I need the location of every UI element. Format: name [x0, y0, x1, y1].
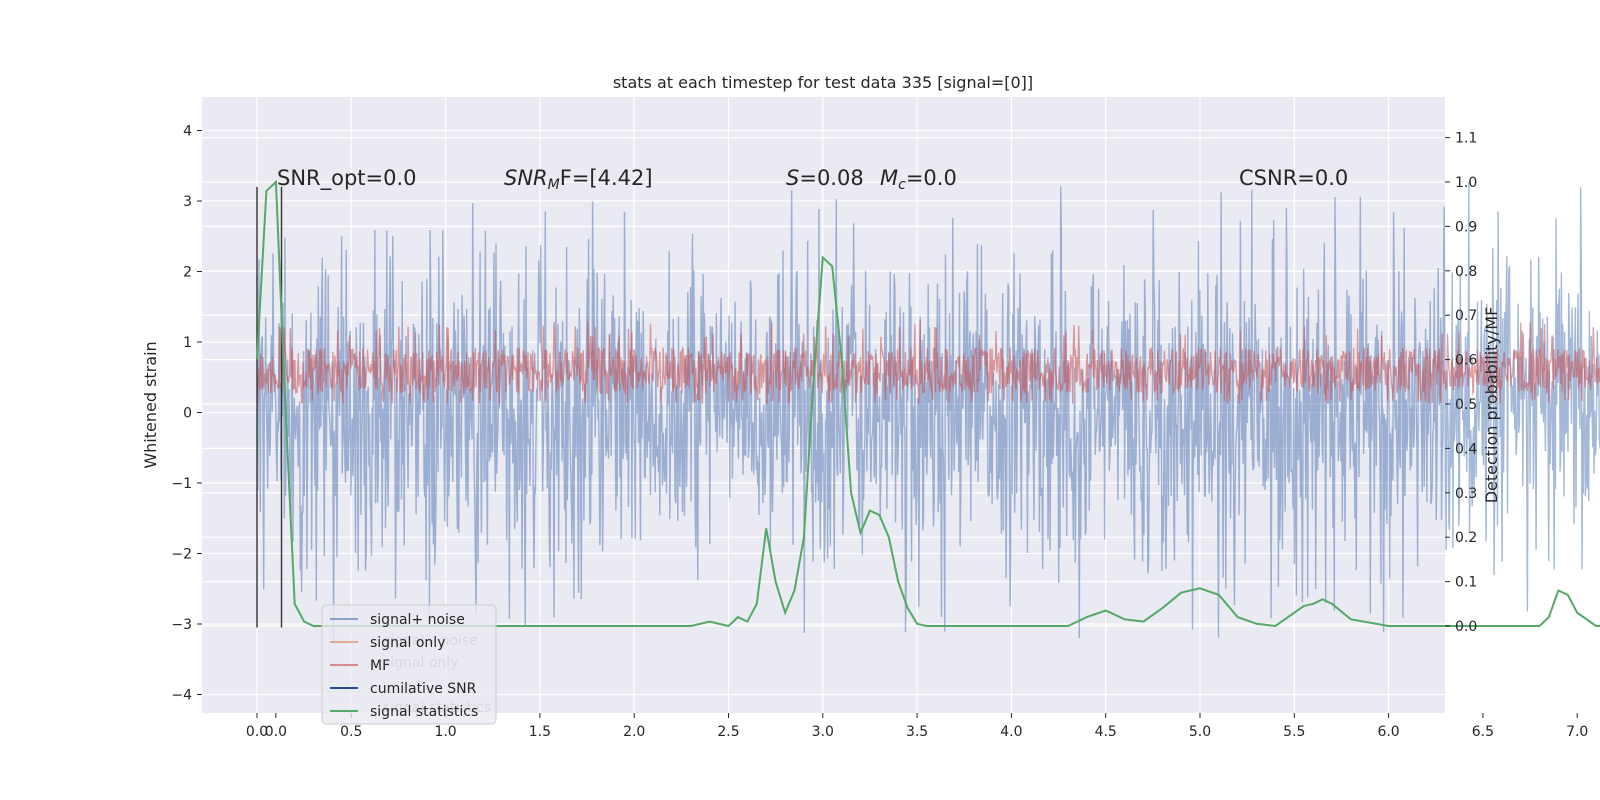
x-tick-label: 4.0	[1000, 724, 1022, 740]
annotation-snr-mf-base: SNR	[504, 166, 548, 190]
x-tick-label: 3.0	[812, 724, 834, 740]
legend-label: signal only	[370, 635, 445, 651]
x-tick-label: 3.5	[906, 724, 928, 740]
chart-title: stats at each timestep for test data 335…	[613, 73, 1033, 92]
y2-tick-label: 1.1	[1455, 131, 1477, 147]
y-tick-label: −2	[171, 547, 192, 563]
legend-box	[321, 604, 497, 725]
x-tick-label: 5.0	[1189, 724, 1211, 740]
annotations: SNR_opt=0.0 SNRMF=[4.42] S=0.08 Mc=0.0 C…	[277, 166, 1348, 193]
x-tick-label: 0.5	[340, 724, 362, 740]
ticks: 0.0 0.5 1.0 1.5 2.0 2.5 3.0 3.5 4.0 4.5 5.0 5.5 6.0 6…	[171, 124, 1588, 741]
annotation-s: S=0.08	[786, 166, 864, 190]
y2-tick-label: 0.6	[1455, 353, 1477, 369]
series-layer	[256, 179, 1600, 646]
y2-tick-label: 0.1	[1455, 575, 1477, 591]
annotation-mc-sub: c	[898, 177, 906, 193]
x-tick-label: 6.0	[1377, 724, 1399, 740]
legend: signal+ noise signal only MF cumilative SNR…	[321, 604, 497, 725]
x-tick-label: 0.0	[246, 724, 268, 740]
x-tick-label: 2.5	[717, 724, 739, 740]
y2-axis-label: Detection probability/MF	[1482, 307, 1501, 504]
annotation-mc-rest: =0.0	[906, 166, 957, 190]
y2-tick-label: 0.4	[1455, 441, 1477, 457]
annotation-snr-mf: SNRMF=[4.42]	[504, 166, 653, 193]
legend-label: MF	[370, 658, 390, 674]
y2-tick-label: 0.0	[1455, 619, 1477, 635]
x-tick-label: 1.0	[434, 724, 456, 740]
y2-tick-label: 1.0	[1455, 175, 1477, 191]
annotation-mc-base: M	[880, 166, 898, 190]
y2-tick-label: 0.2	[1455, 530, 1477, 546]
y-tick-label: −1	[171, 476, 192, 492]
annotation-snr-mf-rest: F=[4.42]	[560, 166, 653, 190]
annotation-csnr: CSNR=0.0	[1239, 166, 1348, 190]
y2-tick-label: 0.9	[1455, 219, 1477, 235]
legend-label: signal statistics	[370, 704, 478, 720]
annotation-s-base: S	[786, 166, 799, 190]
annotation-snr-opt: SNR_opt=0.0	[277, 166, 417, 191]
x-tick-label: 6.5	[1472, 724, 1494, 740]
annotation-mc: Mc=0.0	[880, 166, 957, 193]
annotation-snr-mf-sub: M	[548, 177, 560, 193]
y-tick-label: 2	[183, 265, 192, 281]
y2-tick-label: 0.3	[1455, 486, 1477, 502]
x-tick-label: 1.5	[529, 724, 551, 740]
y2-tick-label: 0.7	[1455, 308, 1477, 324]
y-tick-label: 1	[183, 335, 192, 351]
x-tick-label: 7.0	[1566, 724, 1588, 740]
y-tick-label: 4	[183, 124, 192, 140]
y2-tick-label: 0.5	[1455, 397, 1477, 413]
x-tick-label: 2.0	[623, 724, 645, 740]
x-tick-label: 0.0	[265, 724, 287, 740]
y-tick-label: 0	[183, 406, 192, 422]
legend-label: signal+ noise	[370, 612, 465, 628]
y-tick-label: −4	[171, 688, 192, 704]
y2-tick-label: 0.8	[1455, 264, 1477, 280]
legend-label: cumilative SNR	[370, 681, 477, 697]
y-tick-label: 3	[183, 194, 192, 210]
x-tick-label: 4.5	[1095, 724, 1117, 740]
y-tick-label: −3	[171, 617, 192, 633]
x-tick-label: 5.5	[1283, 724, 1305, 740]
series-mf	[256, 319, 1600, 404]
y-axis-label: Whitened strain	[141, 341, 160, 468]
series-signal-statistics	[256, 179, 1600, 628]
annotation-s-rest: =0.08	[799, 166, 863, 190]
